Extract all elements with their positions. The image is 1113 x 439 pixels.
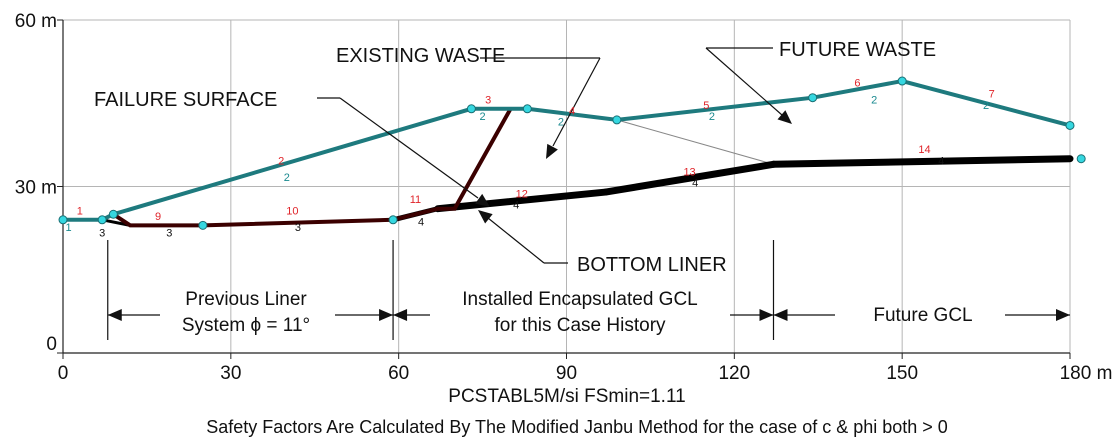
- segment-number: 4: [692, 178, 698, 190]
- segment-number: 12: [516, 189, 528, 201]
- dimension-arrow: [1056, 309, 1070, 321]
- failure-surface-line: [112, 107, 513, 228]
- x-tick-label: 30: [220, 363, 241, 384]
- dimension-arrow: [379, 309, 394, 321]
- node-point: [808, 93, 818, 103]
- program-subtitle: PCSTABL5M/si FSmin=1.11: [448, 386, 685, 407]
- segment-number: 3: [99, 227, 105, 239]
- x-tick-label: 0: [58, 363, 69, 384]
- segment-number: 3: [485, 94, 491, 106]
- dimension-arrow: [759, 309, 774, 321]
- segment-number: 4: [513, 200, 519, 212]
- existing-waste-leader: [552, 57, 601, 147]
- y-tick-label: 60 m: [15, 11, 57, 32]
- bottom-liner-arrow: [478, 210, 493, 224]
- segment-number: 1: [66, 222, 72, 234]
- node-point: [198, 220, 208, 230]
- segment-number: 2: [278, 155, 284, 167]
- bottom-liner-label: BOTTOM LINER: [577, 254, 727, 276]
- x-tick-label: 120: [718, 363, 750, 384]
- x-tick-label: 90: [556, 363, 577, 384]
- future-waste-arrow: [777, 110, 792, 124]
- node-point: [466, 104, 476, 114]
- segment-number: 2: [558, 116, 564, 128]
- bottom-liner-segment: [602, 160, 777, 196]
- node-point: [612, 115, 622, 125]
- segment-number: 5: [703, 100, 709, 112]
- dimension-arrow: [107, 309, 122, 321]
- x-tick-label: 60: [388, 363, 409, 384]
- node-point: [1065, 120, 1075, 130]
- future-gcl-label: Future GCL: [873, 305, 972, 326]
- x-tick-label: 180 m: [1060, 363, 1113, 384]
- node-point: [97, 215, 107, 225]
- segment-number: 9: [155, 211, 161, 223]
- failure-surface-arrow: [475, 193, 490, 207]
- failure-surface-leader: [339, 97, 479, 199]
- future-waste-leader: [705, 47, 783, 116]
- segment-number: 2: [284, 172, 290, 184]
- node-point: [522, 104, 532, 114]
- installed-gcl-label-1: Installed Encapsulated GCL: [462, 289, 698, 310]
- segment-number: 11: [410, 194, 421, 206]
- previous-liner-label-2: System ϕ = 11°: [182, 315, 310, 336]
- segment-number: 7: [989, 89, 995, 101]
- segment-number: 1: [77, 205, 83, 217]
- existing-waste-arrow: [546, 143, 558, 159]
- grid-lines: [63, 19, 1071, 353]
- future-waste-boundary-line: [616, 119, 774, 165]
- segment-number: 2: [709, 111, 715, 123]
- node-point: [58, 215, 68, 225]
- segment-number: 3: [166, 227, 172, 239]
- segment-number: 2: [871, 94, 877, 106]
- segment-number: 2: [480, 111, 486, 123]
- segment-number: 6: [854, 78, 860, 90]
- node-point: [1076, 154, 1086, 164]
- bottom-liner-leader: [487, 217, 545, 264]
- y-tick-label: 0: [46, 334, 57, 355]
- bottom-liner-segment: [434, 188, 610, 213]
- segment-number: 2: [983, 100, 989, 112]
- failure-surface-label: FAILURE SURFACE: [94, 89, 277, 111]
- segment-number: 10: [286, 205, 298, 217]
- previous-liner-label-1: Previous Liner: [185, 289, 307, 310]
- installed-gcl-label-2: for this Case History: [494, 315, 666, 336]
- node-point: [388, 215, 398, 225]
- bottom-liner-segment: [769, 155, 1074, 168]
- segment-number: 4: [569, 105, 575, 117]
- dimension-arrow: [393, 309, 408, 321]
- segment-number: 13: [683, 166, 695, 178]
- y-tick-label: 30 m: [15, 178, 57, 199]
- axes: 0 30 60 90 120 150 180 m 0 30 m 60 m: [15, 11, 1113, 384]
- x-tick-label: 150: [886, 363, 918, 384]
- method-footnote: Safety Factors Are Calculated By The Mod…: [206, 417, 948, 437]
- future-waste-label: FUTURE WASTE: [779, 39, 936, 61]
- geometry: [58, 47, 1086, 340]
- segment-number: 3: [295, 222, 301, 234]
- existing-waste-label: EXISTING WASTE: [336, 45, 505, 67]
- segment-number: 4: [938, 155, 944, 167]
- dimension-arrow: [773, 309, 788, 321]
- node-point: [108, 209, 118, 219]
- segment-number: 4: [418, 216, 424, 228]
- segment-number: 14: [918, 144, 930, 156]
- node-point: [897, 76, 907, 86]
